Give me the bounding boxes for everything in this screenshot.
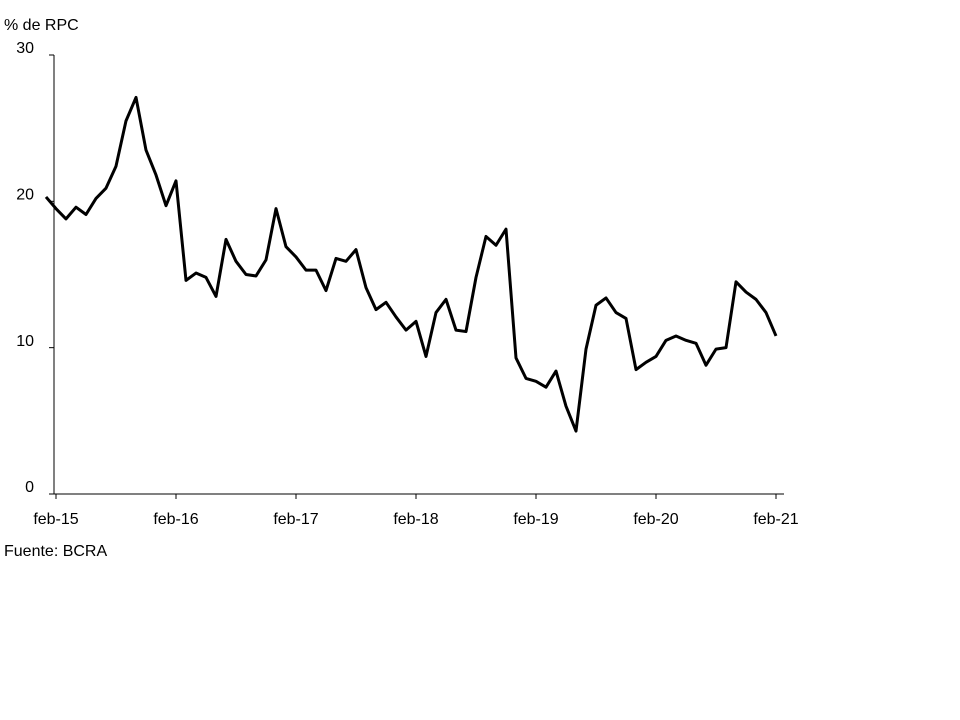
x-tick-label: feb-20 <box>633 511 678 528</box>
y-tick-label: 10 <box>16 333 34 350</box>
y-tick-label: 0 <box>25 479 34 496</box>
y-tick-label: 30 <box>16 40 34 57</box>
x-tick-label: feb-19 <box>513 511 558 528</box>
x-tick-label: feb-18 <box>393 511 438 528</box>
chart-title: % de RPC <box>4 17 79 34</box>
x-tick-label: feb-21 <box>753 511 798 528</box>
source-note: Fuente: BCRA <box>4 543 107 560</box>
line-series <box>44 95 778 433</box>
y-tick-label: 20 <box>16 187 34 204</box>
x-tick-label: feb-15 <box>33 511 78 528</box>
x-tick-label: feb-16 <box>153 511 198 528</box>
x-tick-label: feb-17 <box>273 511 318 528</box>
